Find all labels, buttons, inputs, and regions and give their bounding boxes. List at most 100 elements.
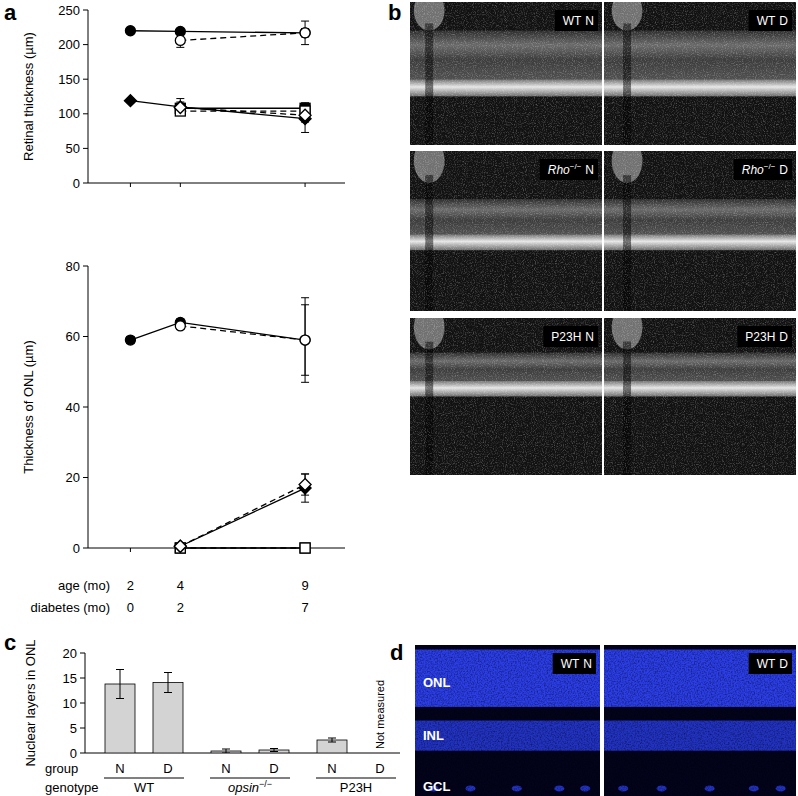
marker [174,540,186,552]
y-tick [80,703,85,704]
speckle [604,2,796,145]
marker [300,543,310,553]
line [301,502,309,503]
layer-label: GCL [423,779,451,794]
label-box [553,653,596,674]
line [301,382,309,383]
x2-axis-label: diabetes (mo) [31,600,110,615]
line [270,748,278,749]
x-axis-label: age (mo) [58,578,110,593]
genotype-sup: −/− [764,162,776,171]
error-bar [301,29,309,37]
plot-area [125,298,311,553]
group: D [779,330,788,344]
marker [125,26,135,36]
image-bg [410,151,602,311]
line [301,473,309,474]
image-label: P23HD [745,330,788,344]
line [301,44,309,45]
figure: abcdWTNWTDRho−/−NRho−/−DP23HNP23HDWTNWTD… [0,0,798,796]
x-axis [88,183,345,184]
y-tick-label: 20 [66,470,80,485]
marker [299,109,311,121]
label-box [543,326,598,347]
y-tick-label: 100 [58,106,80,121]
speckle [415,645,600,796]
bar [153,683,183,754]
x-tick-label: 2 [127,578,134,593]
error-bar [328,738,336,742]
marker [299,479,311,491]
y-tick-label: 250 [58,3,80,18]
line [328,738,336,739]
x-tick-label: N [327,761,336,776]
y-tick [80,753,85,754]
error-bar [222,749,230,753]
oct-image: P23H N [410,318,602,475]
marker [174,101,186,113]
error-bar [270,749,278,752]
line [226,749,227,753]
series-line [130,322,305,340]
genotype-name: WT [134,780,154,795]
layer-label: INL [423,728,444,743]
label-box [555,10,598,31]
marker [175,321,185,331]
group: N [585,330,594,344]
y-tick [83,79,88,80]
error-bar [301,298,309,383]
line [301,21,309,22]
row-label: group [45,761,78,776]
panel-label: c [4,630,16,655]
x-tick-label: 4 [177,578,184,593]
genotype: WT [561,657,580,671]
oct-image: Rho−/−D [604,151,796,311]
y-axis [88,10,89,183]
marker [174,540,186,552]
bar-chart: 05101520Nuclear layers in ONLNot measure… [23,639,400,795]
x-tick-label: N [115,761,124,776]
oct-image: Rho−/−N [410,151,602,311]
x2-tick-label: 2 [177,600,184,615]
line [222,749,230,750]
panel-label: d [390,640,403,665]
y-tick-label: 5 [70,721,77,736]
y-tick [80,728,85,729]
genotype: P23H [551,330,581,344]
y-tick-label: 150 [58,72,80,87]
line [301,132,309,133]
y-axis-label: Retinal thickness (µm) [21,32,36,161]
y-tick-label: 60 [66,329,80,344]
panel-label: a [4,0,17,25]
label-box [749,653,792,674]
row-label: genotype [45,780,99,795]
line-chart: 050100150200250Retinal thickness (µm) [21,3,345,191]
genotype-sup: −/− [259,779,272,789]
y-tick [83,548,88,549]
image-bg [604,318,796,475]
line [301,297,309,298]
x2-tick-label: 0 [127,600,134,615]
speckle [410,2,602,145]
y-tick [83,113,88,114]
genotype: WT [757,657,776,671]
y-tick-label: 20 [63,646,77,661]
line [168,673,169,693]
line [332,738,333,742]
group: D [779,14,788,28]
y-tick-label: 0 [73,541,80,556]
image-bg [604,2,796,145]
image-bg [604,151,796,311]
line [120,670,121,699]
x2-tick-label: 7 [301,600,308,615]
image-label: WTN [561,657,592,671]
y-tick-label: 200 [58,37,80,52]
series-line [180,108,305,116]
line [301,375,309,376]
genotype: Rho [742,163,764,177]
line [116,698,124,699]
marker [300,543,310,553]
y-axis-label: Nuclear layers in ONL [23,639,38,766]
y-tick-label: 10 [63,696,77,711]
y-tick-label: 0 [70,746,77,761]
